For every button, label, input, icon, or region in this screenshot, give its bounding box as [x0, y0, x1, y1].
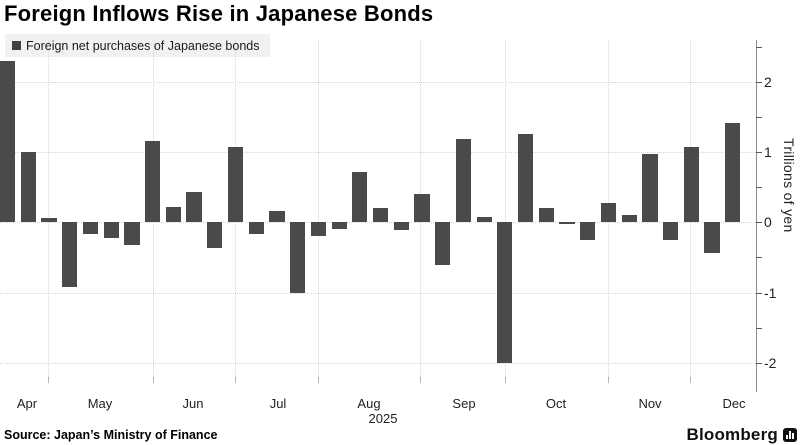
x-tick	[690, 377, 691, 383]
x-tick	[608, 377, 609, 383]
bar	[248, 222, 264, 235]
bar	[20, 152, 36, 223]
bar	[683, 147, 699, 223]
bar	[393, 222, 409, 231]
x-tick	[318, 377, 319, 383]
legend-swatch-icon	[12, 41, 21, 50]
bar	[559, 222, 575, 225]
y-tick-label: 0	[764, 214, 772, 231]
x-tick	[420, 377, 421, 383]
y-axis-title: Trillions of yen	[781, 138, 797, 233]
y-gridline	[0, 81, 756, 83]
x-month-label: Sep	[452, 396, 476, 411]
bar	[0, 60, 16, 223]
bar	[600, 202, 617, 223]
y-gridline	[0, 292, 756, 294]
y-gridline	[0, 222, 756, 224]
y-tick	[756, 116, 762, 118]
x-month-label: Apr	[16, 396, 38, 411]
bar	[704, 222, 720, 253]
y-tick-label: -1	[764, 284, 777, 301]
x-month-label: Nov	[638, 396, 662, 411]
bar	[186, 192, 202, 223]
bar	[435, 222, 451, 266]
y-axis-line	[756, 40, 757, 392]
y-tick	[756, 187, 762, 189]
bar	[269, 211, 285, 223]
bar	[165, 206, 181, 223]
y-tick	[756, 327, 762, 329]
y-gridline	[0, 362, 756, 364]
x-tick	[153, 377, 154, 383]
bar-chart-icon	[783, 428, 797, 442]
bar	[372, 208, 389, 223]
bar	[538, 208, 554, 223]
bar	[82, 222, 99, 234]
y-tick-label: -2	[764, 354, 777, 371]
bar	[580, 222, 596, 240]
bar	[62, 222, 78, 287]
bar	[663, 222, 679, 240]
bar	[310, 222, 326, 237]
x-gridline	[48, 40, 49, 377]
bar	[331, 222, 347, 230]
bar	[642, 154, 658, 223]
x-gridline	[318, 40, 319, 377]
y-tick	[756, 222, 762, 224]
y-tick	[756, 362, 762, 364]
bar	[207, 222, 223, 249]
bar	[476, 217, 492, 223]
bar	[497, 222, 513, 363]
y-tick	[756, 292, 762, 294]
x-tick	[48, 377, 49, 383]
bar	[621, 214, 637, 223]
x-month-label: May	[87, 396, 113, 411]
chart-title: Foreign Inflows Rise in Japanese Bonds	[4, 1, 434, 26]
bar	[518, 133, 534, 223]
x-month-label: Jun	[182, 396, 204, 411]
bar	[145, 140, 161, 223]
bar	[414, 194, 430, 223]
x-year-label: 2025	[368, 411, 398, 426]
y-tick	[756, 46, 762, 48]
bar	[725, 123, 741, 223]
bar	[455, 138, 472, 223]
y-tick	[756, 257, 762, 259]
bloomberg-logo: Bloomberg	[686, 425, 797, 445]
bar	[227, 147, 244, 223]
bar	[124, 222, 140, 246]
x-month-label: Aug	[357, 396, 381, 411]
bar	[352, 171, 368, 223]
x-month-label: Jul	[269, 396, 287, 411]
y-tick	[756, 81, 762, 83]
x-tick	[505, 377, 506, 383]
y-gridline	[0, 152, 756, 153]
legend: Foreign net purchases of Japanese bonds	[5, 34, 270, 57]
source-attribution: Source: Japan’s Ministry of Finance	[4, 428, 218, 442]
x-tick	[235, 377, 236, 383]
y-tick-label: 1	[764, 144, 772, 160]
y-tick-label: 2	[764, 73, 772, 90]
x-gridline	[505, 40, 506, 377]
x-month-label: Oct	[545, 396, 567, 411]
bar	[41, 218, 57, 223]
bar	[290, 222, 306, 293]
legend-label: Foreign net purchases of Japanese bonds	[26, 38, 260, 53]
bar	[103, 222, 119, 239]
bloomberg-wordmark: Bloomberg	[686, 425, 778, 444]
y-tick	[756, 152, 762, 153]
x-month-label: Dec	[722, 396, 746, 411]
